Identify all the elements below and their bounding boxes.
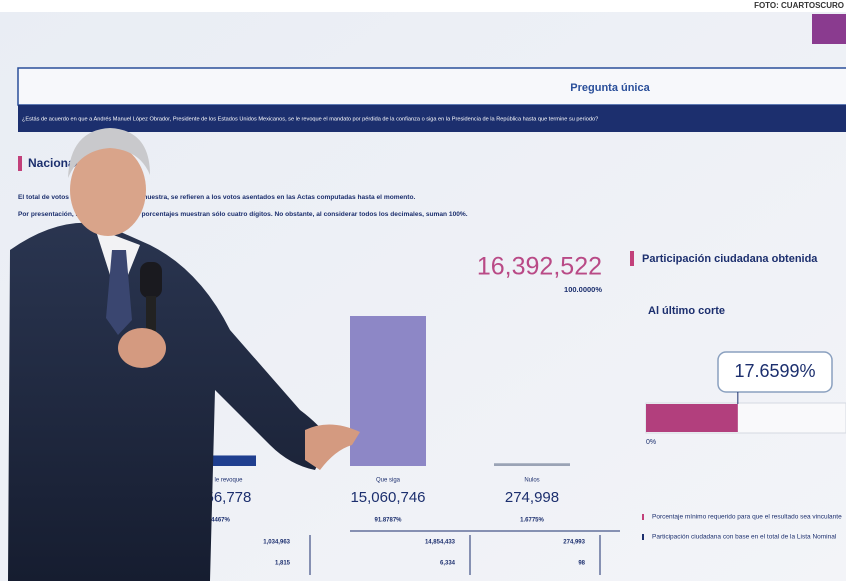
suit (8, 222, 330, 581)
section-marker (18, 156, 22, 171)
tie (106, 250, 132, 335)
legend-marker (642, 514, 644, 520)
result-bar (350, 316, 426, 466)
table-cell: 14,854,433 (425, 540, 456, 546)
participation-value: 17.6599% (734, 361, 815, 381)
hair (68, 128, 150, 178)
header-box (17, 67, 846, 106)
legend-marker (642, 534, 644, 540)
face (70, 144, 146, 236)
callout-box (717, 351, 833, 393)
header-title: Pregunta única (570, 82, 650, 94)
legend-text: Participación ciudadana con base en el t… (652, 534, 837, 541)
note: El total de votos y el porcentaje que se… (18, 194, 416, 201)
section-title: Nacional (28, 156, 78, 170)
result-label: Que se le revoque (193, 478, 243, 484)
total-votes: 16,392,522 (477, 253, 602, 281)
participation-title: Participación ciudadana obtenida (642, 253, 818, 265)
result-percent: 91.8787% (374, 518, 402, 524)
result-bar (494, 463, 570, 466)
table-cell: 6,334 (440, 561, 456, 567)
result-percent: 1.6775% (520, 518, 544, 524)
pointing-hand (305, 424, 360, 470)
legend-text: Porcentaje mínimo requerido para que el … (652, 514, 842, 521)
corner-block (812, 14, 846, 44)
total-percent: 100.0000% (564, 285, 602, 294)
table-cell: 1,034,963 (263, 540, 290, 546)
result-label: Nulos (524, 478, 539, 484)
microphone (140, 262, 162, 298)
photo-credit: FOTO: CUARTOSCURO (754, 1, 844, 10)
question-text: ¿Estás de acuerdo en que a Andrés Manuel… (22, 116, 598, 122)
microphone-handle (146, 296, 156, 336)
table-cell: 274,993 (563, 540, 585, 546)
participation-axis-label: 0% (646, 439, 656, 446)
credit-strip (0, 0, 846, 12)
participation-subtitle: Al último corte (648, 305, 725, 317)
table-cell: 98 (578, 561, 585, 567)
question-band (18, 105, 846, 132)
table-cell: 1,815 (275, 561, 291, 567)
result-label: Que siga (376, 478, 401, 484)
participation-bar (646, 404, 738, 432)
result-value: 15,060,746 (350, 489, 425, 506)
result-percent: 6.4467% (206, 518, 230, 524)
note: Por presentación, los decimales de los p… (18, 211, 468, 218)
result-value: 274,998 (505, 489, 559, 506)
presenter (8, 128, 360, 581)
hand (118, 328, 166, 368)
result-bar (180, 455, 256, 466)
participation-marker (630, 251, 634, 266)
